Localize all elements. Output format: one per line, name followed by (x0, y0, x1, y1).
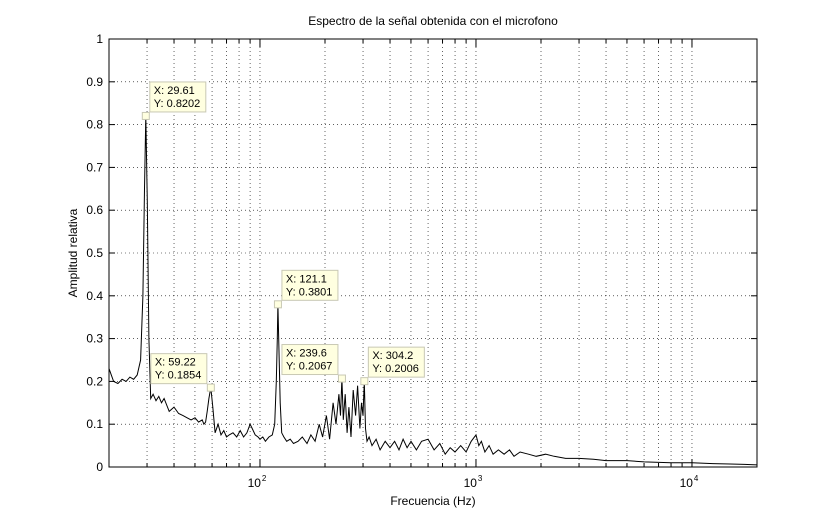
datatip-x-text: X: 239.6 (286, 348, 327, 360)
datatip-marker (360, 377, 369, 386)
y-tick-label: 0.4 (86, 289, 103, 303)
datatips: X: 29.61Y: 0.8202 X: 59.22Y: 0.1854 X: 121… (141, 81, 425, 392)
datatip: X: 121.1Y: 0.3801 (273, 269, 339, 309)
datatip-box (281, 269, 339, 301)
y-tick-label: 0.3 (86, 332, 103, 346)
grid-lines (109, 39, 757, 467)
y-tick-labels: 0 0.1 0.2 0.3 0.4 0.5 0.6 0.7 0.8 0.9 1 (86, 32, 103, 474)
datatip-box (281, 344, 339, 376)
datatip-y-text: Y: 0.1854 (155, 370, 202, 382)
datatip-marker (273, 300, 282, 309)
datatip-y-text: Y: 0.2006 (372, 363, 419, 375)
y-tick-label: 0 (96, 460, 103, 474)
datatip: X: 304.2Y: 0.2006 (360, 346, 425, 386)
datatip-x-text: X: 29.61 (154, 85, 195, 97)
x-axis-label: Frecuencia (Hz) (390, 494, 475, 508)
datatip-box (149, 81, 207, 113)
datatip: X: 239.6Y: 0.2067 (281, 344, 346, 383)
y-tick-label: 0.9 (86, 75, 103, 89)
datatip-x-text: X: 304.2 (372, 350, 413, 362)
y-tick-label: 0.8 (86, 118, 103, 132)
y-tick-label: 0.6 (86, 203, 103, 217)
x-tick-label: 104 (680, 474, 699, 490)
datatip-x-text: X: 121.1 (286, 273, 327, 285)
datatip-box (150, 353, 208, 385)
x-tick-labels: 102 103 104 (248, 474, 699, 490)
datatip-x-text: X: 59.22 (155, 357, 196, 369)
datatip-y-text: Y: 0.2067 (286, 361, 333, 373)
datatip-marker (206, 383, 215, 392)
y-tick-label: 0.5 (86, 246, 103, 260)
datatip: X: 29.61Y: 0.8202 (141, 81, 207, 120)
datatip-box (367, 346, 425, 378)
y-tick-label: 0.1 (86, 417, 103, 431)
x-tick-label: 103 (464, 474, 483, 490)
x-tick-label: 102 (248, 474, 267, 490)
y-tick-label: 0.2 (86, 374, 103, 388)
datatip-marker (141, 111, 150, 120)
datatip-y-text: Y: 0.8202 (154, 98, 201, 110)
datatip: X: 59.22Y: 0.1854 (150, 353, 215, 392)
datatip-y-text: Y: 0.3801 (286, 286, 333, 298)
axis-ticks (109, 38, 757, 468)
datatip-marker (337, 374, 346, 383)
y-tick-label: 0.7 (86, 160, 103, 174)
spectrum-line (108, 115, 758, 466)
y-tick-label: 1 (96, 32, 103, 46)
y-axis-label: Amplitud relativa (66, 208, 80, 297)
chart-title: Espectro de la señal obtenida con el mic… (308, 14, 558, 28)
